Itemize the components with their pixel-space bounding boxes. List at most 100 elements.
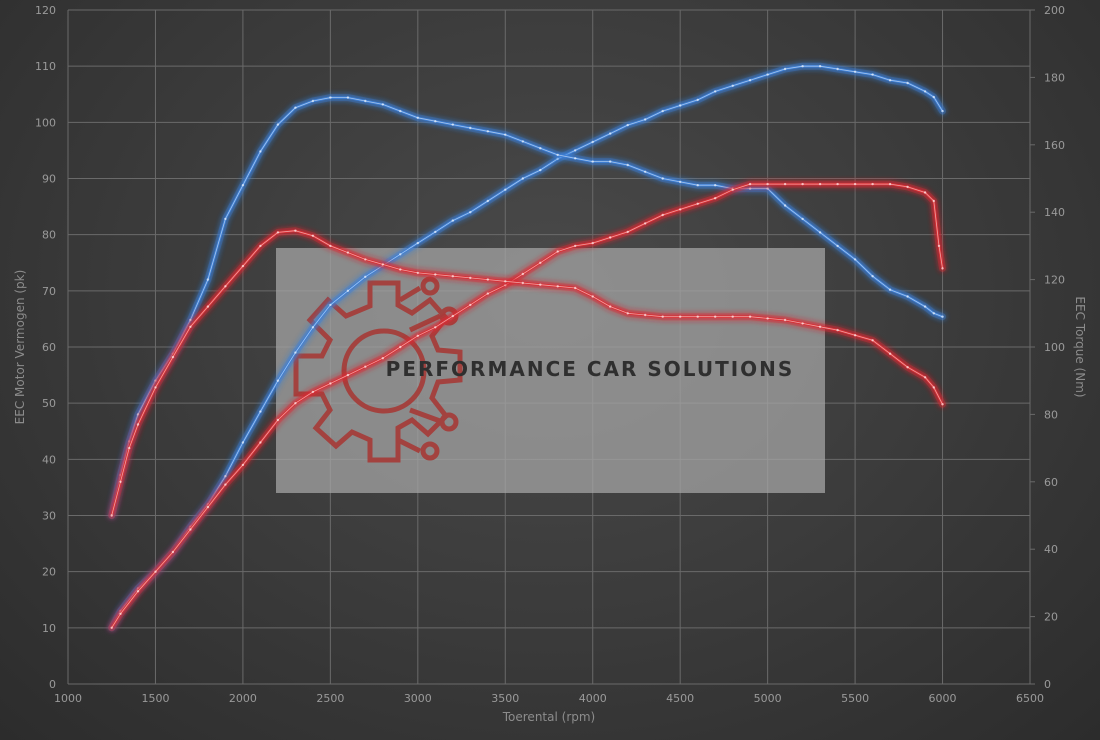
data-point [346, 289, 350, 292]
data-point [556, 250, 559, 253]
data-point [110, 514, 113, 517]
data-point [399, 109, 402, 113]
data-point [609, 132, 612, 135]
data-point [591, 160, 594, 163]
data-point [329, 303, 332, 307]
data-point [136, 590, 140, 593]
data-point [451, 314, 454, 318]
data-point [748, 79, 752, 82]
series-line-2 [108, 180, 946, 632]
data-point [853, 182, 857, 186]
data-point [937, 244, 941, 248]
data-point [486, 130, 489, 133]
x-tick-label: 3500 [491, 692, 519, 705]
data-point [923, 191, 927, 194]
y-left-tick-label: 80 [42, 229, 56, 242]
data-point [932, 312, 935, 315]
data-point [696, 315, 699, 318]
data-point [941, 403, 944, 406]
data-point [259, 441, 262, 444]
data-point [556, 285, 559, 288]
data-point [329, 244, 332, 248]
data-point [932, 95, 935, 99]
x-tick-label: 2500 [316, 692, 344, 705]
data-point [224, 475, 227, 478]
data-point [609, 305, 612, 308]
data-point [941, 267, 944, 270]
data-point [679, 180, 682, 184]
data-point [399, 268, 402, 271]
data-point [241, 184, 245, 187]
data-point [941, 109, 944, 113]
data-point [294, 229, 297, 232]
data-point [644, 170, 647, 173]
series-line-3 [108, 227, 946, 519]
data-point [539, 261, 542, 264]
data-point [381, 263, 384, 266]
data-point [189, 325, 192, 328]
data-point [539, 147, 542, 150]
data-point [469, 276, 472, 280]
data-point [539, 168, 542, 172]
data-point [574, 157, 577, 160]
data-point [679, 315, 682, 318]
data-point [346, 373, 350, 377]
data-point [644, 313, 647, 317]
data-point [696, 184, 699, 187]
data-point [119, 612, 122, 615]
data-point [574, 149, 577, 152]
data-point [434, 230, 437, 234]
x-tick-label: 2000 [229, 692, 257, 705]
data-point [906, 366, 909, 369]
data-point [119, 480, 122, 483]
y-right-tick-label: 100 [1044, 341, 1065, 354]
data-point [626, 163, 629, 167]
data-point [451, 123, 454, 126]
data-point [748, 315, 752, 318]
data-point [714, 197, 717, 200]
data-point [836, 67, 839, 71]
data-point [504, 133, 507, 136]
data-point [206, 305, 210, 308]
data-point [241, 264, 245, 268]
data-point [259, 410, 262, 413]
data-point [801, 217, 804, 221]
data-point [154, 386, 157, 389]
data-point [714, 90, 717, 93]
y-right-tick-label: 0 [1044, 678, 1051, 691]
series-line-1 [108, 94, 946, 519]
data-point [609, 236, 612, 239]
data-point [206, 278, 210, 281]
y-left-tick-label: 120 [35, 4, 56, 17]
data-point [171, 355, 175, 359]
data-point [136, 423, 140, 426]
data-point [679, 104, 682, 107]
data-point [853, 334, 857, 337]
data-point [853, 70, 857, 74]
data-point [136, 413, 140, 416]
data-point [801, 182, 804, 186]
data-point [574, 286, 577, 290]
series [108, 62, 946, 632]
data-point [748, 182, 752, 186]
x-tick-label: 1500 [141, 692, 169, 705]
data-point [364, 258, 367, 261]
data-point [364, 275, 367, 278]
data-point [888, 182, 892, 186]
x-tick-label: 5000 [754, 692, 782, 705]
data-point [731, 315, 734, 318]
y-right-tick-label: 120 [1044, 274, 1065, 287]
data-point [801, 65, 804, 68]
data-point [818, 182, 822, 186]
x-tick-label: 1000 [54, 692, 82, 705]
data-point [591, 241, 594, 245]
data-point [521, 281, 524, 285]
y-left-tick-label: 50 [42, 397, 56, 410]
data-point [661, 177, 664, 180]
y-left-tick-label: 20 [42, 566, 56, 579]
x-tick-label: 6500 [1016, 692, 1044, 705]
data-point [748, 187, 752, 190]
data-point [731, 188, 734, 191]
data-point [941, 315, 944, 318]
data-point [871, 339, 874, 342]
